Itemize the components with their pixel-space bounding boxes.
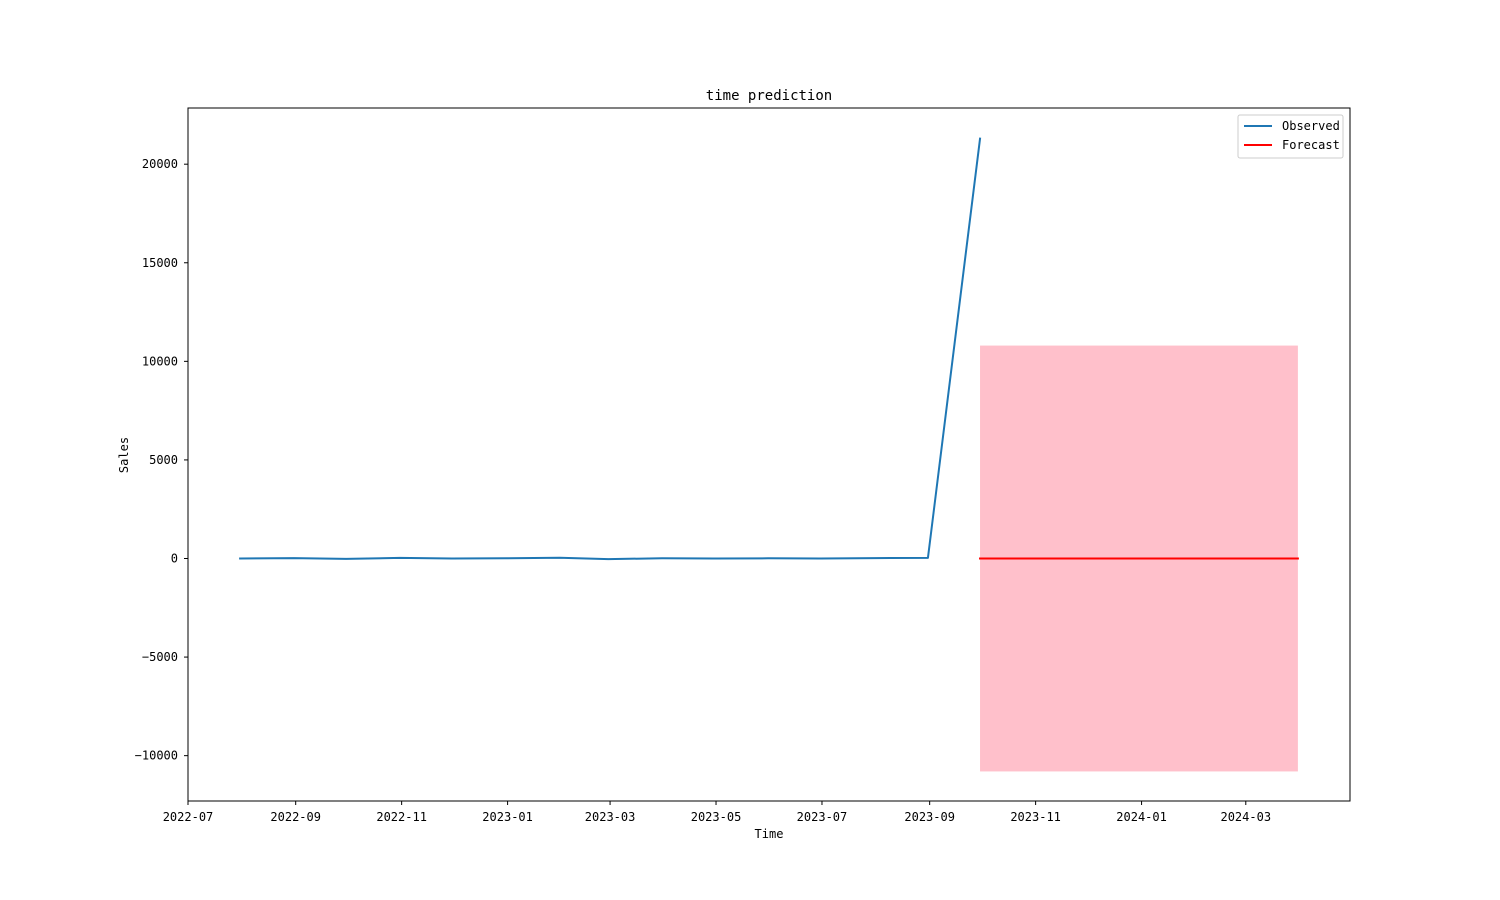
x-tick-label: 2023-03 (585, 810, 636, 824)
chart-title: time prediction (706, 88, 832, 104)
y-tick-label: 10000 (142, 354, 178, 368)
x-tick-label: 2022-11 (376, 810, 427, 824)
x-tick-label: 2023-09 (904, 810, 955, 824)
x-tick-label: 2023-01 (482, 810, 533, 824)
x-axis: 2022-07 2022-09 2022-11 2023-01 2023-03 2023-… (163, 801, 1271, 824)
legend: Observed Forecast (1237, 114, 1344, 159)
legend-label-forecast: Forecast (1282, 138, 1340, 152)
y-axis-title: Sales (117, 437, 131, 473)
x-axis-title: Time (755, 827, 784, 841)
x-tick-label: 2023-11 (1010, 810, 1061, 824)
x-tick-label: 2024-01 (1116, 810, 1167, 824)
y-tick-label: 5000 (149, 453, 178, 467)
plot-frame (187, 107, 1351, 802)
x-tick-label: 2022-09 (270, 810, 321, 824)
y-tick-label: −5000 (142, 650, 178, 664)
x-tick-label: 2023-05 (691, 810, 742, 824)
y-tick-label: 20000 (142, 157, 178, 171)
y-tick-label: 0 (171, 551, 178, 565)
y-axis: −10000 −5000 0 5000 10000 15000 20000 (135, 157, 188, 763)
y-tick-label: 15000 (142, 256, 178, 270)
x-tick-label: 2024-03 (1220, 810, 1271, 824)
series-line-observed (239, 137, 982, 561)
x-tick-label: 2022-07 (163, 810, 214, 824)
legend-label-observed: Observed (1282, 119, 1340, 133)
x-tick-label: 2023-07 (797, 810, 848, 824)
y-tick-label: −10000 (135, 749, 178, 763)
series-layer (239, 137, 1299, 561)
